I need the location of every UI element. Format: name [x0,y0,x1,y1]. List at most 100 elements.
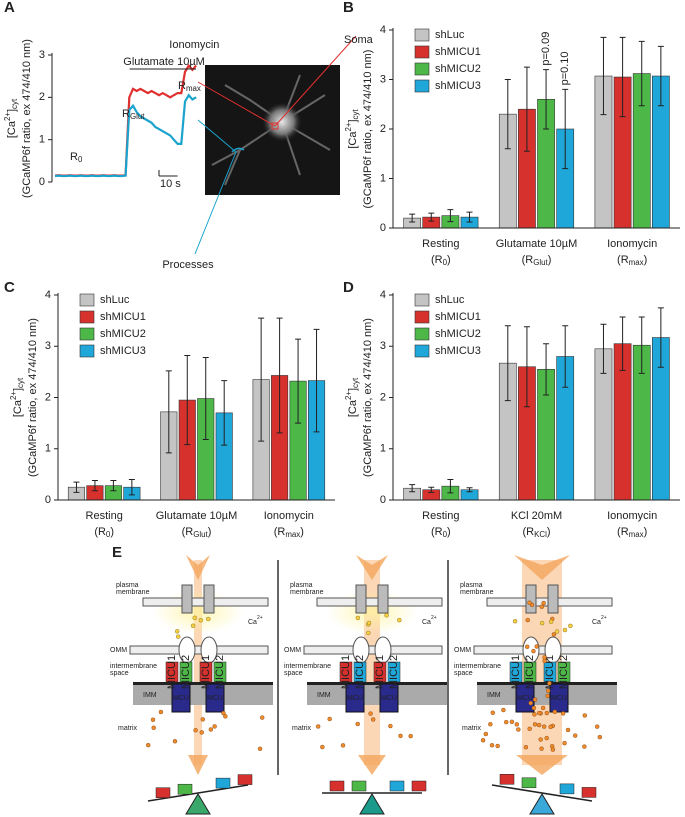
calcium-ion [200,717,206,722]
channel [181,584,215,614]
micu [213,661,227,683]
error-bar [638,316,645,374]
x-tick-label: Ionomycin [607,510,657,522]
legend-label: shMICU1 [435,46,481,58]
calcium-ion [541,724,547,729]
text-part: 2+ [257,615,263,621]
micu-weight [177,783,193,795]
x-tick-sublabel: (RGlut) [522,254,552,267]
calcium-ion [208,727,214,732]
micu-weight [581,787,597,798]
error-bar-line [523,66,530,152]
micu [557,661,571,683]
error-bar-line [638,316,645,374]
text-part: (R [431,254,443,266]
calcium-ion [516,727,521,732]
x-tick-label: Resting [86,510,123,522]
label: Ca2+ [248,615,263,626]
glow [327,590,417,634]
error-bar [428,212,435,222]
calcium-ion [525,617,530,623]
calcium-ion [512,619,518,624]
error-bar-line [276,317,283,434]
error-bar [619,316,626,371]
text-part: max [629,530,644,539]
text-part: ) [447,254,451,266]
micu-label: MICU2 [558,655,570,689]
text-part: cyt [10,98,19,109]
error-bar-line [73,481,80,493]
calcium-ion [490,710,495,715]
error-bar-line [466,487,473,493]
calcium-ion [540,705,546,711]
calcium-ion [550,747,556,752]
channel [355,584,389,614]
text-part: (R [94,526,106,538]
calcium-ion [327,716,332,722]
text-part: R [122,108,130,120]
legend-swatch [79,293,95,307]
imm [133,682,273,685]
micu [339,661,353,683]
calcium-ion [542,655,547,660]
error-bar [523,66,530,152]
calcium-ion [554,629,560,634]
text-part: ) [644,526,648,538]
text-part: (R [182,526,194,538]
error-bar [409,213,416,223]
error-bar [504,79,511,150]
y-tick-label: 4 [45,289,51,301]
flux-arrowhead [514,555,570,580]
error-bar [313,328,320,433]
calcium-ion [541,600,546,606]
error-bar-line [428,486,435,493]
error-bar-line [466,211,473,223]
mcu [205,683,225,713]
label: OMM [454,647,471,654]
panel-label: A [4,0,15,16]
calcium-ion [212,724,217,729]
text-part: cyt [16,377,25,388]
error-bar-line [638,40,645,107]
calcium-ion [568,623,573,629]
legend-label: shMICU2 [435,63,481,75]
legend-swatch [414,344,430,358]
calcium-ion [340,743,346,748]
calcium-ion [158,709,164,715]
legend-label: shMICU1 [100,311,146,323]
micu-label: MICU1 [544,655,556,689]
x-tick-sublabel: (Rmax) [274,526,304,539]
label: IMM [487,692,501,699]
error-bar-line [504,79,511,150]
error-bar [165,370,172,454]
calcium-ion [398,733,403,739]
legend-swatch [79,310,95,324]
legend-swatch [79,344,95,358]
calcium-ion [509,719,515,725]
calcium-ion [257,746,263,751]
micu [165,661,179,683]
error-bar [543,343,550,396]
calcium-ion [501,707,506,713]
error-bar [657,307,664,368]
callout [197,81,276,127]
calcium-ion [527,726,532,731]
y-tick-label: 4 [380,289,386,301]
calcium-ion [542,658,547,664]
calcium-ion [536,722,542,728]
flux-arrowhead [188,755,208,775]
legend-label: shMICU3 [435,345,481,357]
micu [353,661,367,683]
label: matrix [462,725,482,732]
mcu [379,683,399,713]
legend-label: shLuc [100,294,130,306]
error-bar [543,69,550,130]
text-part: max [629,258,644,267]
panel-label: C [4,279,15,296]
error-bar [562,325,569,388]
calcium-ion [260,715,265,720]
error-bar [638,40,645,107]
error-bar-line [447,209,454,223]
error-bar-line [91,480,98,492]
